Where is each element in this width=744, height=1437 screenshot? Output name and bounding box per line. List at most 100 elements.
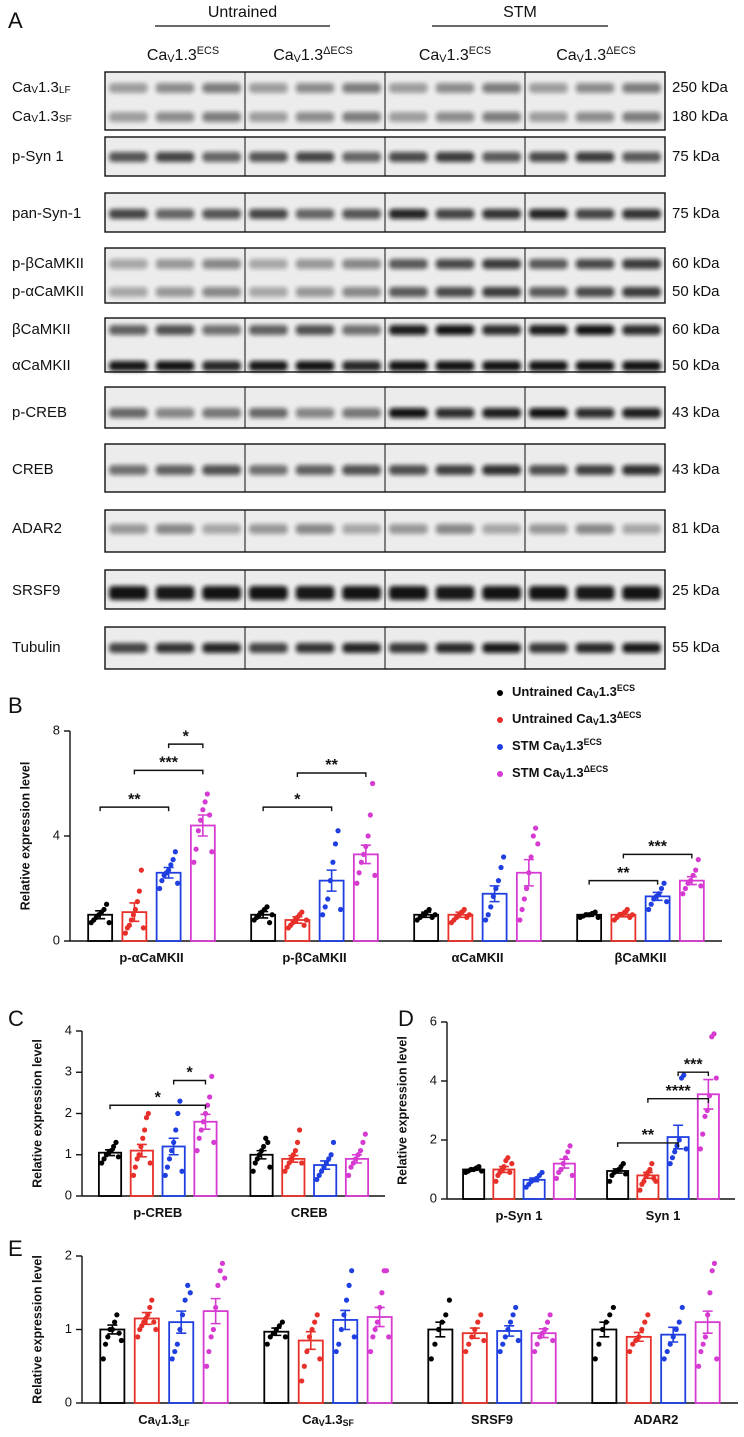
data-point xyxy=(696,1363,702,1369)
blot-band xyxy=(482,259,521,269)
blot-band xyxy=(482,112,521,122)
data-point xyxy=(304,1348,310,1355)
subscript: V xyxy=(560,744,566,754)
blot-band xyxy=(295,465,335,475)
data-point xyxy=(369,780,376,787)
error-bar xyxy=(468,1167,479,1172)
size-label: 50 kDa xyxy=(672,357,720,374)
error-bar xyxy=(599,1321,610,1338)
data-point xyxy=(106,920,112,926)
data-point xyxy=(565,1149,571,1155)
data-point xyxy=(140,1135,146,1141)
text-part: Ca xyxy=(273,47,294,64)
data-point xyxy=(105,1334,111,1340)
data-point xyxy=(136,888,142,894)
data-point xyxy=(356,870,362,876)
data-point xyxy=(493,1178,499,1184)
error-bar xyxy=(469,1327,480,1340)
x-tick-label: p-αCaMKII xyxy=(119,950,183,965)
data-point xyxy=(432,912,438,918)
row-label: pan-Syn-1 xyxy=(12,205,81,222)
legend-label: STM CaV1.3ECS xyxy=(512,737,602,753)
error-bar xyxy=(129,902,140,923)
data-point xyxy=(299,909,305,915)
significance-bracket xyxy=(109,1104,207,1110)
blot-band xyxy=(575,361,615,371)
error-bar xyxy=(176,1310,187,1334)
data-point xyxy=(711,1260,718,1266)
data-point xyxy=(368,1348,374,1355)
significance-label: *** xyxy=(684,1056,703,1073)
data-point xyxy=(500,1341,506,1347)
size-label: 75 kDa xyxy=(672,148,720,165)
error-bar xyxy=(292,916,303,924)
size-label: 75 kDa xyxy=(672,205,720,222)
y-tick-label: 1 xyxy=(65,1321,72,1336)
blot-band xyxy=(435,325,475,335)
data-point xyxy=(138,867,144,873)
column-label: CaV1.3ΔECS xyxy=(273,45,353,65)
row-label: CREB xyxy=(12,461,54,478)
blot-band xyxy=(342,152,381,162)
blot-band xyxy=(622,586,661,600)
data-point xyxy=(646,906,652,913)
blot-band xyxy=(202,325,241,335)
data-point xyxy=(505,1155,511,1161)
error-bar xyxy=(326,869,337,892)
row-label: αCaMKII xyxy=(12,357,71,374)
size-label: 180 kDa xyxy=(672,108,729,125)
blot-band xyxy=(155,152,195,162)
y-tick-label: 4 xyxy=(65,1022,72,1037)
x-tick-label: ADAR2 xyxy=(634,1412,679,1427)
blot-band xyxy=(109,465,148,475)
blot-band xyxy=(295,112,335,122)
blot-band xyxy=(622,209,661,219)
superscript: ΔECS xyxy=(323,45,353,57)
significance-label: ** xyxy=(642,1127,655,1144)
error-bar xyxy=(141,1311,152,1326)
subscript: V xyxy=(439,53,447,65)
data-point xyxy=(553,1175,560,1181)
blot-band xyxy=(295,524,335,534)
text-part: p-βCaMKII xyxy=(282,950,346,965)
blot-band xyxy=(342,643,381,653)
text-part: 1.3 xyxy=(175,47,197,64)
blot-band xyxy=(575,586,615,600)
error-bar xyxy=(642,1171,653,1180)
data-point xyxy=(206,1348,212,1355)
data-point xyxy=(461,906,467,913)
text-part: CREB xyxy=(291,1205,328,1220)
y-tick-label: 2 xyxy=(65,1247,72,1262)
blot-band xyxy=(575,152,615,162)
blot-band xyxy=(529,112,568,122)
data-point xyxy=(173,1127,179,1133)
significance-bracket xyxy=(588,879,659,885)
data-point xyxy=(627,1348,633,1355)
significance-bracket xyxy=(172,1079,207,1085)
data-point xyxy=(215,1282,221,1288)
data-point xyxy=(200,807,206,813)
significance-label: ** xyxy=(325,757,338,774)
blot-band xyxy=(249,83,288,93)
data-point xyxy=(217,1268,223,1274)
error-bar xyxy=(163,866,174,879)
bar xyxy=(193,1120,218,1197)
data-point xyxy=(132,906,138,913)
blot-band xyxy=(295,287,335,297)
y-axis-label: Relative expression level xyxy=(18,762,32,911)
significance-bracket xyxy=(262,806,333,812)
blot-band xyxy=(295,152,335,162)
data-point xyxy=(284,1164,290,1170)
text-part: 1.3 xyxy=(599,711,617,726)
text-part: 1.3 xyxy=(447,47,469,64)
data-point xyxy=(595,914,601,920)
significance-bracket xyxy=(616,1142,679,1147)
text-part: p-CREB xyxy=(133,1205,182,1220)
text-part: Ca xyxy=(138,1412,155,1427)
row-label: CaV1.3SF xyxy=(12,108,72,125)
data-point xyxy=(700,1341,706,1347)
data-point xyxy=(485,912,491,918)
blot-band xyxy=(155,112,195,122)
blot-band xyxy=(529,259,568,269)
